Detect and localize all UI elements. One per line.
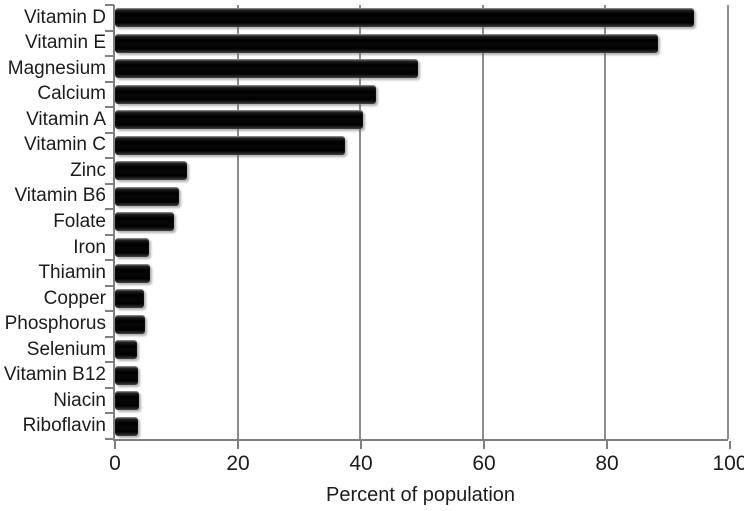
x-tick-label-0: 0 — [109, 452, 121, 475]
y-axis-tick — [105, 106, 114, 109]
y-axis-tick — [105, 208, 114, 211]
y-axis-tick — [105, 157, 114, 160]
category-label: Vitamin E — [25, 32, 106, 54]
y-axis-tick — [105, 259, 114, 262]
bar-calcium — [115, 84, 376, 104]
y-axis-tick — [105, 182, 114, 185]
category-label: Copper — [43, 287, 106, 309]
bar-phosphorus — [115, 314, 146, 334]
plot-area — [105, 4, 729, 441]
bar-row — [115, 31, 728, 57]
y-axis-tick — [105, 310, 114, 313]
bar-row — [115, 413, 728, 439]
x-axis-tick-0 — [114, 441, 116, 449]
x-axis-tick-40 — [360, 441, 362, 449]
category-label: Folate — [53, 210, 106, 232]
bar-row — [115, 184, 728, 210]
bar-row — [115, 337, 728, 363]
gridline-60 — [481, 5, 484, 439]
bar-vitamin-a — [115, 110, 364, 130]
bar-thiamin — [115, 263, 150, 283]
x-axis-tick-80 — [606, 441, 608, 449]
category-label: Magnesium — [7, 57, 106, 79]
bar-selenium — [115, 340, 138, 360]
category-labels: Vitamin D Vitamin E Magnesium Calcium Vitami… — [0, 5, 106, 439]
gridline-100 — [727, 5, 729, 439]
bar-iron — [115, 238, 149, 257]
y-axis-tick — [105, 386, 114, 389]
y-axis-tick — [105, 4, 114, 6]
y-axis-tick — [105, 284, 114, 287]
bars-container — [115, 5, 728, 439]
category-label: Riboflavin — [22, 415, 106, 437]
bar-folate — [115, 212, 175, 232]
y-axis-tick — [105, 131, 114, 134]
x-tick-label-40: 40 — [349, 452, 373, 475]
bar-row — [115, 107, 728, 133]
bar-vitamin-c — [115, 135, 345, 155]
category-label: Niacin — [53, 389, 106, 411]
bar-row — [115, 56, 728, 82]
category-label: Vitamin D — [23, 6, 106, 28]
bar-row — [115, 311, 728, 337]
y-axis-tick — [105, 55, 114, 58]
gridline-80 — [604, 5, 607, 439]
bar-vitamin-d — [115, 8, 695, 28]
y-axis-tick — [105, 29, 114, 32]
category-label: Phosphorus — [4, 313, 106, 335]
category-label: Vitamin B6 — [14, 185, 106, 207]
bar-copper — [115, 289, 144, 309]
y-axis-tick — [105, 233, 114, 236]
x-axis-tick-60 — [483, 441, 485, 449]
y-axis-tick — [105, 361, 114, 364]
x-axis-title: Percent of population — [325, 484, 516, 506]
bar-row — [115, 260, 728, 286]
y-axis-tick — [105, 438, 114, 440]
bar-zinc — [115, 161, 187, 181]
bar-row — [115, 5, 728, 31]
bar-vitamin-b12 — [115, 365, 138, 385]
category-label: Vitamin B12 — [3, 364, 106, 386]
y-axis-tick — [105, 80, 114, 83]
bar-row — [115, 82, 728, 108]
x-axis-tick-100 — [729, 441, 731, 449]
x-tick-label-100: 100 — [712, 452, 744, 475]
bar-vitamin-b6 — [115, 186, 180, 206]
bar-row — [115, 158, 728, 184]
bar-row — [115, 286, 728, 312]
category-label: Vitamin A — [26, 108, 106, 130]
x-tick-label-20: 20 — [226, 452, 250, 475]
category-label: Zinc — [70, 159, 106, 181]
bar-row — [115, 388, 728, 414]
category-label: Iron — [73, 236, 106, 258]
category-label: Calcium — [37, 83, 106, 105]
gridline-20 — [236, 5, 239, 439]
category-label: Thiamin — [38, 262, 106, 284]
bar-row — [115, 133, 728, 159]
category-label: Selenium — [26, 338, 106, 360]
category-label: Vitamin C — [23, 134, 106, 156]
bar-row — [115, 235, 728, 261]
x-tick-label-80: 80 — [595, 452, 619, 475]
bar-magnesium — [115, 59, 419, 79]
x-tick-label-60: 60 — [472, 452, 496, 475]
bar-riboflavin — [115, 416, 138, 436]
bar-row — [115, 209, 728, 235]
gridline-40 — [359, 5, 362, 439]
x-axis-tick-20 — [237, 441, 239, 449]
y-axis-tick — [105, 412, 114, 415]
y-axis-tick — [105, 335, 114, 338]
bar-vitamin-e — [115, 33, 658, 53]
bar-row — [115, 362, 728, 388]
bar-niacin — [115, 391, 139, 411]
